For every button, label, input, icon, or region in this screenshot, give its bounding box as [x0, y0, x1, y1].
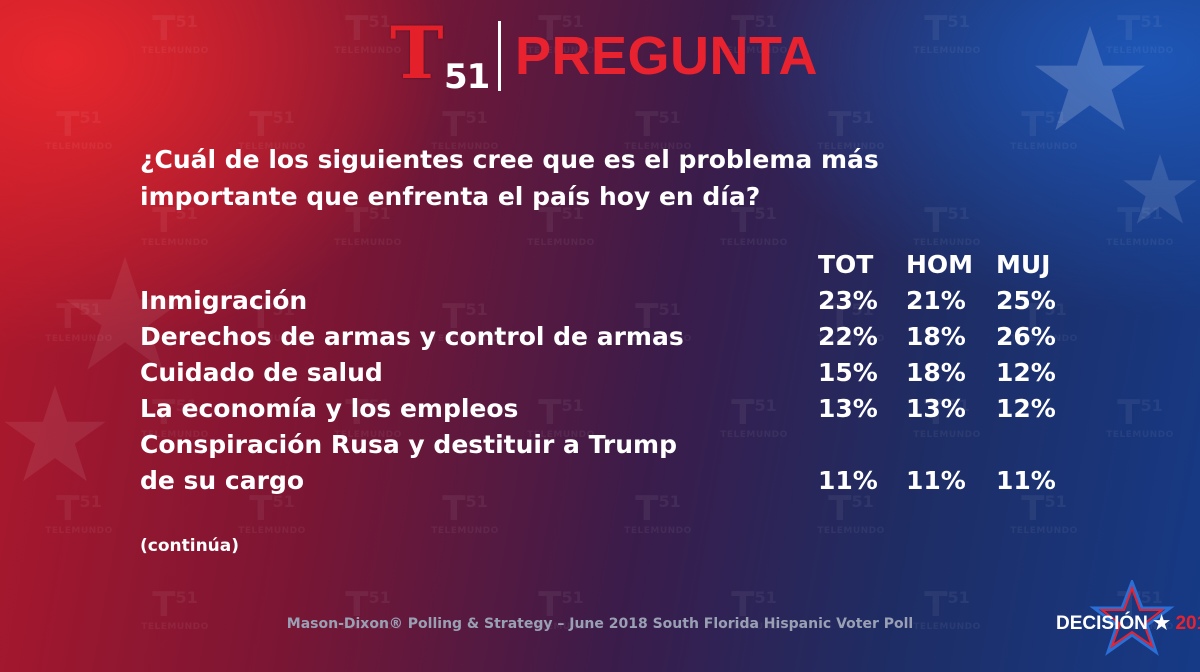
- logo-letter: T: [390, 10, 444, 95]
- badge-year: 2018: [1175, 613, 1200, 634]
- poll-question: ¿Cuál de los siguientes cree que es el p…: [140, 145, 879, 211]
- row-label-salud: Cuidado de salud: [140, 358, 383, 387]
- header-divider: [498, 21, 501, 91]
- table-cell: 18%: [906, 358, 966, 387]
- badge-text: DECISIÓN ★ 2018: [1056, 612, 1200, 635]
- table-cell: 11%: [818, 466, 878, 495]
- column-header-hom: HOM: [906, 250, 974, 279]
- telemundo-51-logo: T 51: [388, 10, 492, 98]
- table-cell: 13%: [906, 394, 966, 423]
- row-label-inmigracion: Inmigración: [140, 286, 308, 315]
- row-label-conspiracion: Conspiración Rusa y destituir a Trump: [140, 430, 677, 459]
- logo-number: 51: [444, 57, 490, 97]
- decision-2018-badge: DECISIÓN ★ 2018: [1032, 580, 1200, 660]
- table-cell: 12%: [996, 358, 1056, 387]
- row-label-economia: La economía y los empleos: [140, 394, 519, 423]
- table-cell: 25%: [996, 286, 1056, 315]
- table-cell: 22%: [818, 322, 878, 351]
- table-cell: 11%: [996, 466, 1056, 495]
- table-cell: 12%: [996, 394, 1056, 423]
- badge-star-icon: ★: [1153, 613, 1171, 634]
- table-cell: 21%: [906, 286, 966, 315]
- table-cell: 11%: [906, 466, 966, 495]
- column-header-muj: MUJ: [996, 250, 1051, 279]
- source-footer: Mason-Dixon® Polling & Strategy – June 2…: [286, 616, 914, 632]
- table-cell: 13%: [818, 394, 878, 423]
- column-header-tot: TOT: [818, 250, 874, 279]
- row-label-armas: Derechos de armas y control de armas: [140, 322, 684, 351]
- table-cell: 15%: [818, 358, 878, 387]
- badge-word: DECISIÓN: [1056, 613, 1148, 634]
- table-cell: 26%: [996, 322, 1056, 351]
- table-cell: 23%: [818, 286, 878, 315]
- badge-star-outline-icon: [1089, 580, 1175, 656]
- table-cell: 18%: [906, 322, 966, 351]
- slide-header: T 51 PREGUNTA: [388, 10, 819, 98]
- row-label-conspiracion-cont: de su cargo: [140, 466, 305, 495]
- continued-note: (continúa): [140, 536, 240, 556]
- page-title: PREGUNTA: [515, 26, 819, 86]
